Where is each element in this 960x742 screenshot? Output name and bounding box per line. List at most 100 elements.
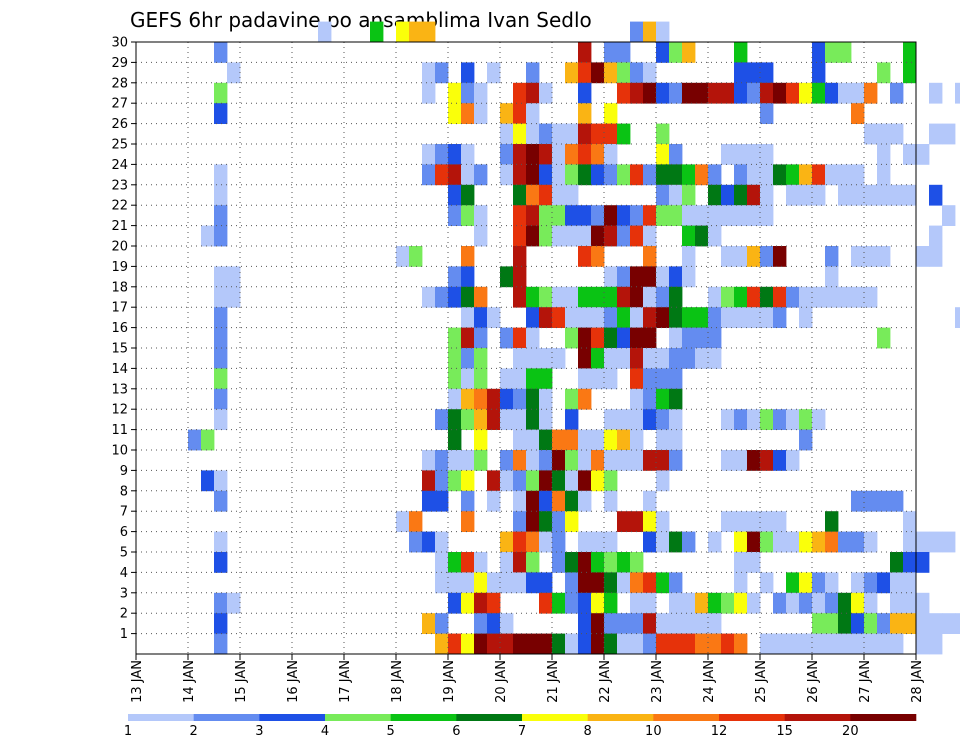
heatmap-cell <box>617 62 631 84</box>
heatmap-cell <box>214 633 228 655</box>
heatmap-cell <box>214 164 228 186</box>
heatmap-cell <box>903 531 917 553</box>
heatmap-cell <box>838 633 852 655</box>
heatmap-cell <box>669 164 683 186</box>
heatmap-cell <box>630 592 644 614</box>
heatmap-cell <box>487 62 501 84</box>
heatmap-cell <box>461 470 475 492</box>
heatmap-cell <box>539 531 553 553</box>
heatmap-cell <box>500 103 514 124</box>
heatmap-cell <box>890 572 904 594</box>
heatmap-cell <box>630 388 644 410</box>
heatmap-cell <box>578 592 592 614</box>
heatmap-cell <box>526 531 540 553</box>
heatmap-cell <box>812 62 826 84</box>
heatmap-cell <box>942 205 956 226</box>
heatmap-cell <box>591 164 605 186</box>
heatmap-cell <box>851 592 865 614</box>
heatmap-cell <box>487 307 501 328</box>
heatmap-cell <box>409 531 423 553</box>
heatmap-cell <box>656 42 670 63</box>
colorbar-label: 8 <box>584 724 592 739</box>
heatmap-cell <box>656 531 670 553</box>
heatmap-cell <box>552 490 566 512</box>
heatmap-cell <box>201 225 215 247</box>
heatmap-cell <box>838 82 852 104</box>
heatmap-cell <box>461 388 475 410</box>
heatmap-cell <box>656 470 670 492</box>
heatmap-cell <box>669 144 683 165</box>
heatmap-cell <box>643 266 657 288</box>
heatmap-cell <box>565 184 579 206</box>
heatmap-cell <box>461 572 475 594</box>
heatmap-cell <box>565 450 579 471</box>
heatmap-cell <box>604 164 618 186</box>
heatmap-cell <box>669 409 683 430</box>
heatmap-cell <box>786 184 800 206</box>
heatmap-cell <box>461 368 475 390</box>
heatmap-cell <box>630 62 644 84</box>
heatmap-cell <box>214 409 228 430</box>
heatmap-cell <box>435 490 449 512</box>
heatmap-cell <box>747 450 761 471</box>
heatmap-cell <box>435 470 449 492</box>
heatmap-cell <box>747 552 761 573</box>
heatmap-cell <box>929 633 943 655</box>
heatmap-cell <box>422 286 436 308</box>
heatmap-cell <box>474 388 488 410</box>
heatmap-cell <box>578 633 592 655</box>
heatmap-cell <box>838 613 852 634</box>
heatmap-cell <box>526 368 540 390</box>
heatmap-cell <box>591 531 605 553</box>
heatmap-cell <box>903 42 917 63</box>
heatmap-cell <box>760 164 774 186</box>
heatmap-cell <box>409 511 423 532</box>
heatmap-cell <box>903 62 917 84</box>
heatmap-cell <box>539 572 553 594</box>
heatmap-cell <box>591 470 605 492</box>
heatmap-cell <box>591 572 605 594</box>
heatmap-cell <box>786 286 800 308</box>
heatmap-cell <box>539 388 553 410</box>
heatmap-cell <box>838 42 852 63</box>
heatmap-cell <box>448 184 462 206</box>
heatmap-cell <box>435 633 449 655</box>
heatmap-cell <box>630 429 644 451</box>
heatmap-cell <box>526 307 540 328</box>
heatmap-cell <box>812 82 826 104</box>
x-tick-label: 14 JAN <box>182 660 197 703</box>
heatmap-cell <box>539 82 553 104</box>
heatmap-cell <box>461 144 475 165</box>
heatmap-cell <box>851 164 865 186</box>
heatmap-cell <box>448 82 462 104</box>
heatmap-cell <box>929 82 943 104</box>
heatmap-cell <box>617 266 631 288</box>
heatmap-cell <box>552 450 566 471</box>
heatmap-cell <box>591 225 605 247</box>
heatmap-cell <box>617 327 631 349</box>
heatmap-cell <box>565 572 579 594</box>
heatmap-cell <box>851 531 865 553</box>
heatmap-cell <box>474 592 488 614</box>
y-tick-label: 1 <box>120 627 128 642</box>
heatmap-cell <box>526 633 540 655</box>
heatmap-cell <box>526 225 540 247</box>
heatmap-cell <box>448 348 462 369</box>
heatmap-cell <box>630 368 644 390</box>
heatmap-cell <box>734 144 748 165</box>
heatmap-cell <box>214 490 228 512</box>
heatmap-cell <box>877 633 891 655</box>
heatmap-cell <box>539 368 553 390</box>
heatmap-cell <box>643 490 657 512</box>
heatmap-cell <box>552 225 566 247</box>
heatmap-cell <box>669 592 683 614</box>
heatmap-cell <box>591 246 605 267</box>
heatmap-cell <box>708 307 722 328</box>
heatmap-cell <box>487 613 501 634</box>
heatmap-cell <box>448 368 462 390</box>
heatmap-cell <box>669 613 683 634</box>
heatmap-cell <box>760 633 774 655</box>
heatmap-cell <box>643 613 657 634</box>
heatmap-cell <box>812 572 826 594</box>
heatmap-cell <box>578 572 592 594</box>
